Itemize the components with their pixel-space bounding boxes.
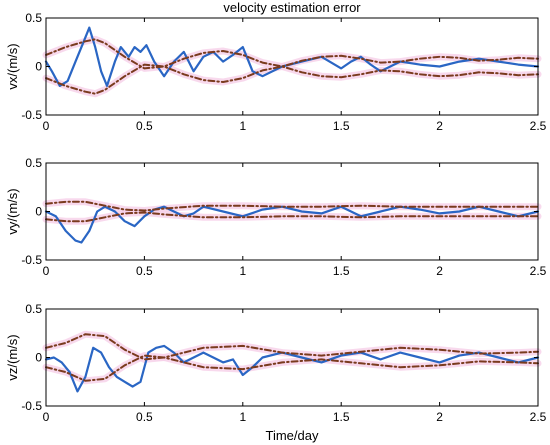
vy-xtick-label: 0.5 <box>136 264 153 278</box>
vx-xtick-label: 0.5 <box>136 119 153 133</box>
vx-upper-bound-line <box>45 38 539 70</box>
vz-upper-bound-line <box>45 333 539 361</box>
vy-xtick-label: 2.5 <box>530 264 547 278</box>
vz-xtick-label: 1.5 <box>333 410 350 424</box>
vx-y-axis-label: vx/(m/s) <box>5 43 20 89</box>
figure-title: velocity estimation error <box>223 0 361 15</box>
vx-lower-bound-line <box>45 63 539 95</box>
vz-bound-halo-2 <box>42 352 542 385</box>
vx-xtick-label: 2.5 <box>530 119 547 133</box>
vy-xtick-label: 1 <box>239 264 246 278</box>
vz-ytick-label: 0 <box>35 351 42 365</box>
vx-xtick-label: 1 <box>239 119 246 133</box>
vy-panel: 0 0.5 1 1.5 2 2.50.50-0.5vy/(m/s) <box>5 156 547 278</box>
vy-y-axis-label: vy/(m/s) <box>5 188 20 234</box>
vy-xtick-label: 0 <box>43 264 50 278</box>
vz-xtick-label: 0.5 <box>136 410 153 424</box>
vy-upper-bound-line <box>45 200 539 212</box>
vz-ytick-label: 0.5 <box>25 302 42 316</box>
vx-ytick-label: 0.5 <box>25 11 42 25</box>
vy-ytick-label: 0.5 <box>25 156 42 170</box>
vz-lower-bound-line <box>45 354 539 382</box>
vy-ytick-label: 0 <box>35 205 42 219</box>
vx-ytick-label: -0.5 <box>21 108 42 122</box>
vz-xtick-label: 0 <box>43 410 50 424</box>
vz-ytick-label: -0.5 <box>21 399 42 413</box>
vy-xtick-label: 2 <box>436 264 443 278</box>
vx-error-line <box>44 26 540 88</box>
vz-axes-box <box>45 308 539 407</box>
vx-xtick-label: 0 <box>43 119 50 133</box>
vz-y-axis-label: vz/(m/s) <box>5 334 20 380</box>
vz-xtick-label: 1 <box>239 410 246 424</box>
vx-xtick-label: 2 <box>436 119 443 133</box>
vz-error-line <box>44 344 540 393</box>
vx-panel: 0 0.5 1 1.5 2 2.50.50-0.5vx/(m/s) <box>5 11 547 133</box>
vy-ytick-label: -0.5 <box>21 253 42 267</box>
vy-lower-bound-line <box>45 211 539 223</box>
vz-panel: 0 0.5 1 1.5 2 2.50.50-0.5vz/(m/s) <box>5 302 547 424</box>
vx-xtick-label: 1.5 <box>333 119 350 133</box>
vy-xtick-label: 1.5 <box>333 264 350 278</box>
vz-xtick-label: 2.5 <box>530 410 547 424</box>
vz-xtick-label: 2 <box>436 410 443 424</box>
x-axis-label: Time/day <box>266 428 319 443</box>
vx-ytick-label: 0 <box>35 60 42 74</box>
